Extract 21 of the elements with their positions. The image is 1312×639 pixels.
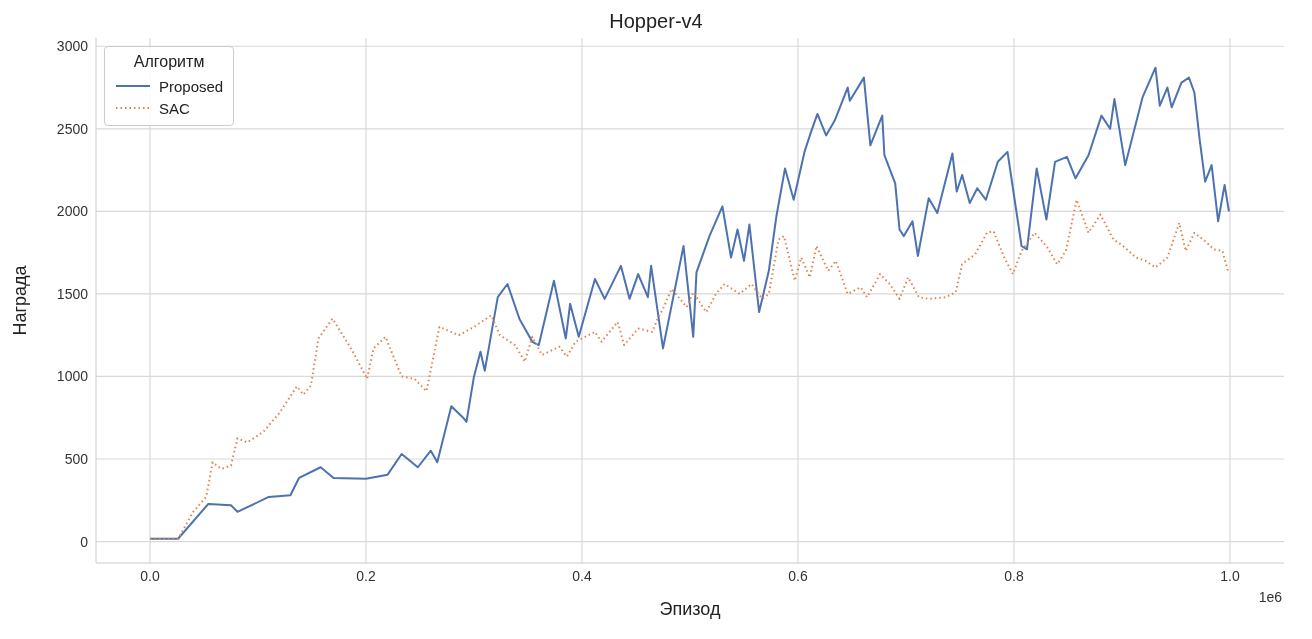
line-series (149, 198, 1229, 540)
y-tick-label: 1500 (56, 285, 89, 302)
legend-label: Proposed (159, 77, 224, 95)
y-axis-title: Награда (10, 264, 31, 336)
x-tick-label: 0.6 (788, 567, 808, 584)
text: 1e6 (1258, 589, 1282, 605)
chart-title: Hopper-v4 (608, 10, 704, 33)
x-tick-label: 0.2 (356, 567, 376, 584)
x-tick-label: 1.0 (1220, 567, 1240, 584)
y-tick-label: 2000 (56, 203, 89, 220)
y-tick-label: 2500 (56, 120, 89, 137)
y-tick-label: 3000 (56, 38, 89, 55)
y-tick-label: 500 (64, 450, 89, 467)
y-tick-label: 0 (80, 533, 89, 550)
legend-label: SAC (159, 99, 190, 117)
x-tick-label: 0.0 (140, 567, 160, 584)
legend-title: Алгоритм (132, 53, 206, 71)
x-tick-label: 0.4 (572, 567, 592, 584)
x-tick-label: 0.8 (1004, 567, 1024, 584)
y-tick-label: 1000 (56, 368, 89, 385)
x-axis-title: Эпизод (659, 599, 721, 619)
